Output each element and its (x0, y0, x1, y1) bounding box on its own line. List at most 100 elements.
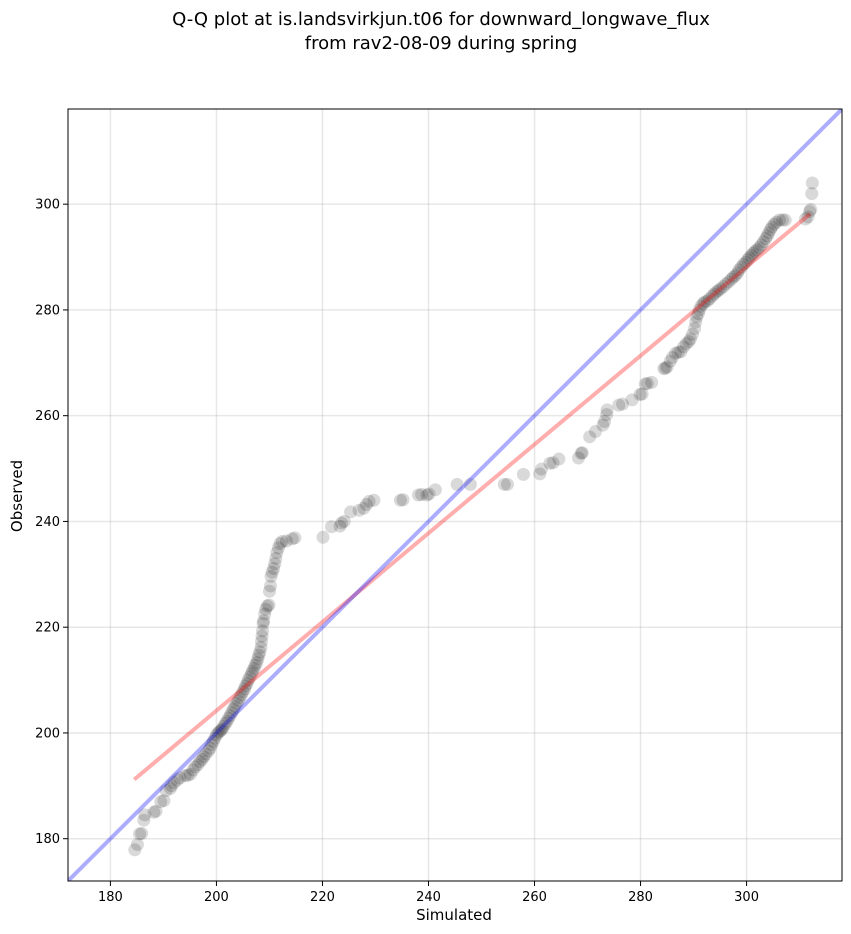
scatter-point (396, 493, 410, 507)
scatter-point (264, 579, 278, 593)
scatter-point (691, 307, 705, 321)
scatter-point (199, 747, 213, 761)
scatter-point (217, 719, 231, 733)
chart-title-line-2: from rav2-08-09 during spring (305, 33, 578, 54)
scatter-point (711, 283, 725, 297)
scatter-point (213, 724, 227, 738)
scatter-point (575, 446, 589, 460)
scatter-points (128, 176, 819, 857)
scatter-point (616, 397, 630, 411)
scatter-point (422, 487, 436, 501)
x-tick-label: 300 (734, 890, 759, 905)
scatter-point (270, 546, 284, 560)
scatter-point (719, 277, 733, 291)
scatter-point (640, 376, 654, 390)
scatter-point (205, 738, 219, 752)
scatter-point (133, 827, 147, 841)
scatter-point (273, 537, 287, 551)
scatter-point (645, 375, 659, 389)
scatter-point (552, 452, 566, 466)
plot-frame (67, 108, 843, 882)
scatter-point (211, 726, 225, 740)
scatter-point (264, 569, 278, 583)
scatter-point (724, 272, 738, 286)
scatter-point (154, 795, 168, 809)
scatter-point (752, 241, 766, 255)
scatter-point (625, 393, 639, 407)
scatter-point (682, 335, 696, 349)
scatter-point (352, 503, 366, 517)
scatter-point (657, 362, 671, 376)
scatter-point (193, 754, 207, 768)
scatter-point (333, 519, 347, 533)
scatter-point (450, 477, 464, 491)
scatter-point (222, 711, 236, 725)
scatter-point (742, 251, 756, 265)
scatter-point (357, 501, 371, 515)
scatter-point (665, 351, 679, 365)
scatter-point (271, 541, 285, 555)
scatter-point (253, 645, 267, 659)
scatter-point (635, 387, 649, 401)
scatter-point (696, 297, 710, 311)
scatter-point (572, 451, 586, 465)
scatter-point (269, 551, 283, 565)
scatter-point (218, 716, 232, 730)
scatter-point (244, 667, 258, 681)
scatter-point (415, 487, 429, 501)
scatter-point (757, 235, 771, 249)
scatter-point (214, 723, 228, 737)
scatter-point (543, 456, 557, 470)
scatter-point (337, 514, 351, 528)
x-tick-label: 200 (204, 890, 229, 905)
scatter-point (228, 700, 242, 714)
scatter-point (324, 520, 338, 534)
scatter-point (633, 388, 647, 402)
x-axis-ticks: 180 200 220 240 260 280 300 (98, 881, 759, 905)
y-tick-label: 280 (35, 303, 60, 318)
scatter-point (671, 345, 685, 359)
scatter-point (267, 561, 281, 575)
scatter-point (803, 205, 817, 219)
scatter-point (663, 354, 677, 368)
y-axis-ticks: 180 200 220 240 260 280 300 (35, 198, 68, 847)
scatter-point (690, 310, 704, 324)
scatter-point (257, 614, 271, 628)
scatter-point (367, 493, 381, 507)
scatter-point (726, 270, 740, 284)
scatter-point (776, 213, 790, 227)
grid-lines (68, 109, 842, 881)
scatter-point (251, 652, 265, 666)
scatter-point (157, 794, 171, 808)
scatter-point (798, 212, 812, 226)
scatter-point (583, 430, 597, 444)
scatter-point (170, 773, 184, 787)
y-tick-label: 220 (35, 621, 60, 636)
scatter-point (709, 285, 723, 299)
scatter-point (463, 477, 477, 491)
scatter-point (688, 321, 702, 335)
scatter-point (226, 702, 240, 716)
scatter-point (250, 656, 264, 670)
scatter-point (247, 661, 261, 675)
scatter-point (255, 629, 269, 643)
scatter-point (288, 531, 302, 545)
scatter-point (420, 488, 434, 502)
scatter-point (805, 176, 819, 190)
scatter-point (746, 246, 760, 260)
scatter-point (600, 408, 614, 422)
scatter-point (728, 269, 742, 283)
scatter-point (245, 664, 259, 678)
scatter-point (138, 808, 152, 822)
scatter-point (500, 477, 514, 491)
scatter-point (181, 768, 195, 782)
scatter-point (195, 752, 209, 766)
scatter-point (186, 763, 200, 777)
scatter-point (534, 462, 548, 476)
scatter-point (772, 213, 786, 227)
scatter-point (183, 767, 197, 781)
scatter-point (130, 838, 144, 852)
scatter-point (760, 229, 774, 243)
scatter-point (669, 346, 683, 360)
scatter-point (268, 557, 282, 571)
